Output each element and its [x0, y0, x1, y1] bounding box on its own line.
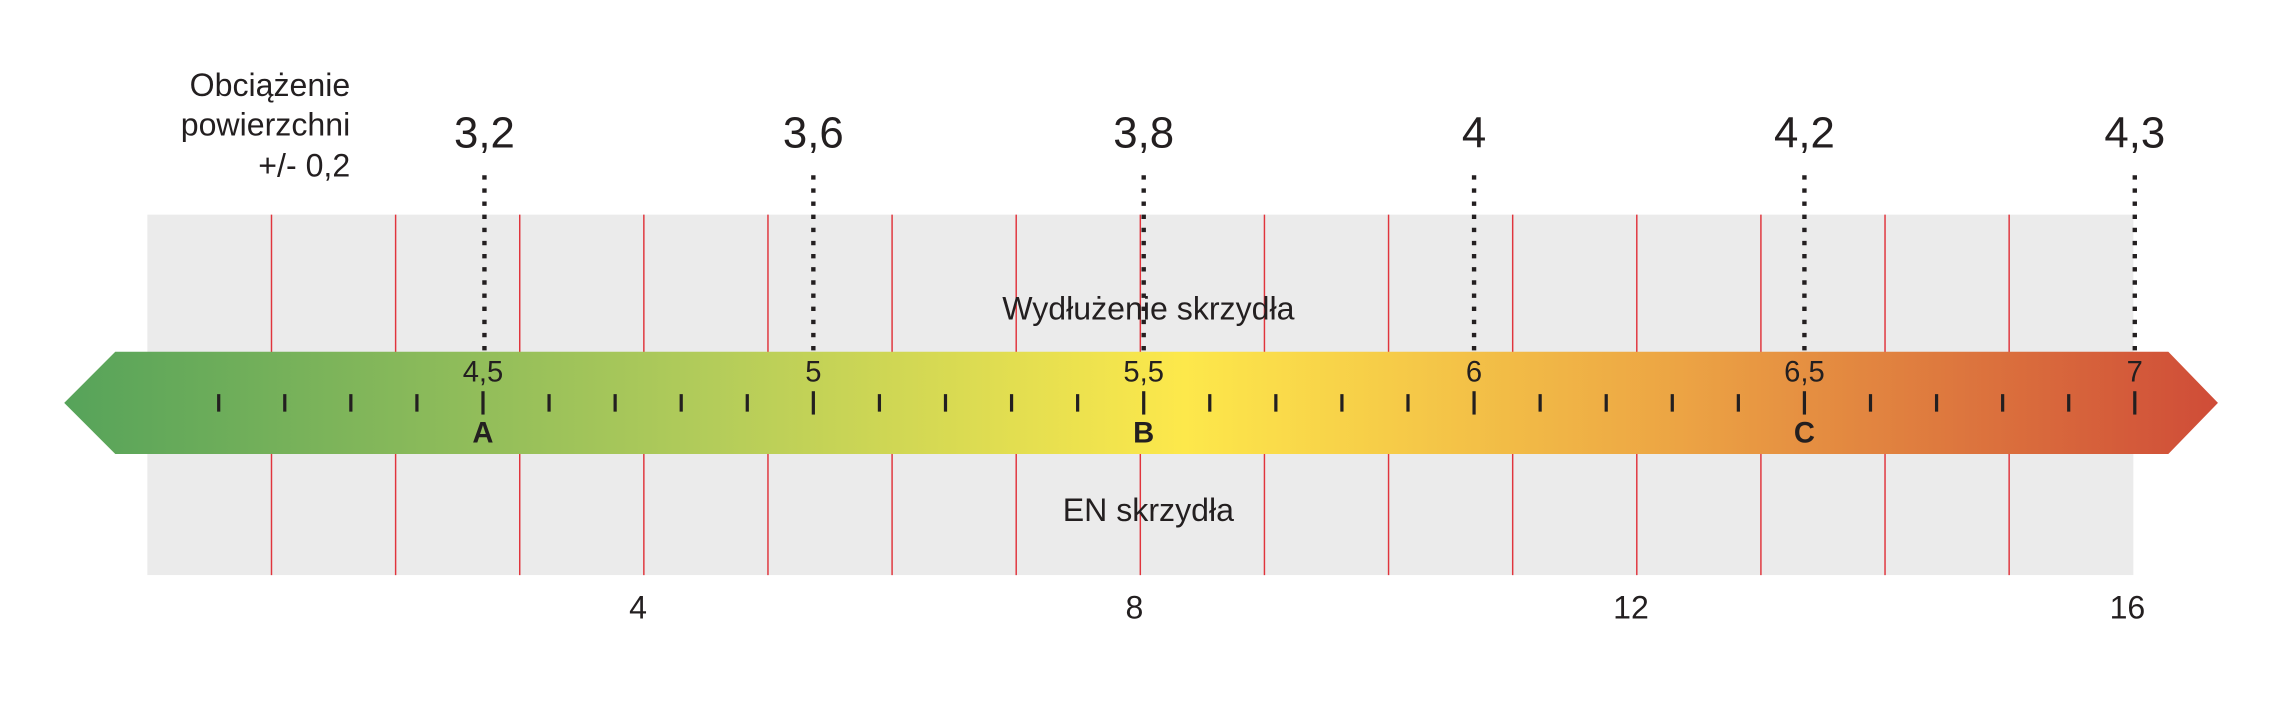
scale-arrow — [64, 351, 2218, 454]
en-tick-label: 12 — [1613, 590, 1649, 626]
elongation-label: Wydłużenie skrzydła — [1002, 290, 1294, 326]
load-value: 3,2 — [454, 108, 515, 157]
en-tick-label: 8 — [1126, 590, 1144, 626]
load-label: powierzchni — [181, 107, 350, 143]
elongation-tick-label: 6 — [1466, 356, 1482, 388]
load-value: 4 — [1462, 108, 1486, 157]
load-value: 3,6 — [783, 108, 844, 157]
en-tick-label: 4 — [629, 590, 647, 626]
elongation-tick-label: 7 — [2127, 356, 2143, 388]
elongation-tick-label: 6,5 — [1784, 356, 1825, 388]
load-label: Obciążenie — [190, 67, 351, 103]
class-label: C — [1794, 418, 1815, 450]
en-tick-label: 16 — [2110, 590, 2146, 626]
elongation-tick-label: 4,5 — [463, 356, 504, 388]
elongation-tick-label: 5,5 — [1123, 356, 1164, 388]
class-label: B — [1133, 418, 1154, 450]
elongation-tick-label: 5 — [805, 356, 821, 388]
load-label: +/- 0,2 — [258, 147, 350, 183]
class-label: A — [472, 418, 493, 450]
load-value: 3,8 — [1113, 108, 1174, 157]
load-value: 4,2 — [1774, 108, 1835, 157]
en-label: EN skrzydła — [1063, 492, 1234, 528]
load-value: 4,3 — [2104, 108, 2165, 157]
